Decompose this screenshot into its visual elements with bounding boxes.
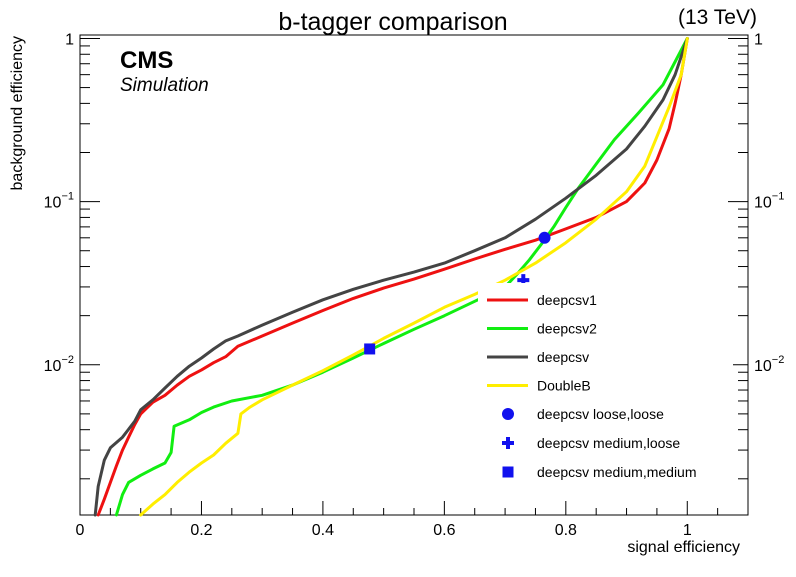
y-tick-label: 10−1 (44, 191, 74, 212)
y-tick-label: 10−2 (44, 354, 74, 375)
chart-title: b-tagger comparison (278, 8, 507, 36)
legend-label: deepcsv medium,medium (537, 464, 697, 480)
y-axis-title: background efficiency (9, 36, 26, 190)
legend-label: deepcsv medium,loose (537, 435, 680, 451)
x-tick-label: 0.2 (190, 522, 212, 539)
x-axis-ticks: 0 0.2 0.4 0.6 0.8 1 (76, 501, 749, 539)
legend-label: deepcsv1 (537, 292, 597, 308)
marker-layer (364, 231, 551, 355)
series-DoubleB (139, 37, 689, 517)
y-tick-label-right: 1 (754, 31, 763, 48)
legend-label: DoubleB (537, 378, 591, 394)
legend-marker-circle (502, 408, 514, 420)
marker-circle (538, 231, 551, 244)
x-tick-label: 0.8 (555, 522, 577, 539)
y-tick-label-right: 10−1 (754, 191, 784, 212)
cms-label: CMS (120, 47, 173, 74)
legend-marker-cross (502, 437, 514, 449)
series-deepcsv (93, 37, 689, 517)
x-tick-label: 0 (76, 522, 85, 539)
series-deepcsv1 (96, 37, 689, 517)
marker-cross (517, 274, 530, 287)
y-axis-ticks: 1 1 10−1 10−1 10−2 10−2 (44, 31, 784, 480)
x-tick-label: 1 (683, 522, 692, 539)
legend-label: deepcsv (537, 349, 589, 365)
marker-square (364, 343, 376, 355)
legend-label: deepcsv loose,loose (537, 406, 664, 422)
y-tick-label: 1 (65, 31, 74, 48)
legend: deepcsv1 deepcsv2 deepcsv DoubleB deepcsv lo… (478, 283, 733, 491)
x-axis-title: signal efficiency (627, 539, 740, 556)
x-tick-label: 0.4 (312, 522, 334, 539)
x-tick-label: 0.6 (433, 522, 455, 539)
simulation-label: Simulation (120, 75, 209, 96)
energy-label: (13 TeV) (678, 6, 757, 29)
legend-label: deepcsv2 (537, 321, 597, 337)
y-tick-label-right: 10−2 (754, 354, 784, 375)
legend-marker-square (502, 466, 514, 478)
